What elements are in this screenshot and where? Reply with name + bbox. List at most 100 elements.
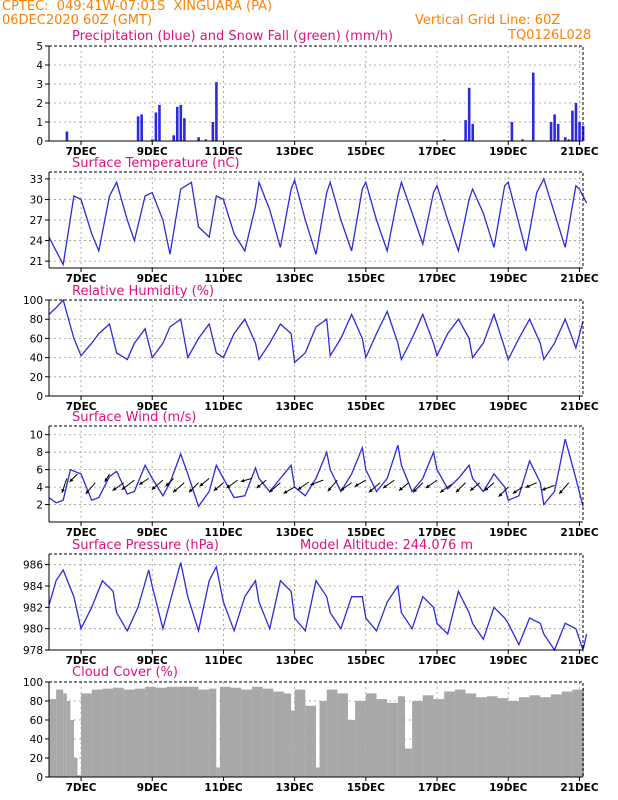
x-tick-label: 17DEC (418, 146, 457, 158)
x-tick-label: 9DEC (137, 527, 168, 539)
y-tick-label: 980 (23, 624, 43, 636)
wind-arrow-head (69, 478, 74, 482)
wind-arrow-head (368, 488, 373, 493)
y-tick-label: 60 (30, 715, 43, 727)
cloud-cover-bar (454, 689, 466, 777)
panel-0: 0 1 2 3 4 5 7DEC 9DEC 11DEC 13DEC 15DEC 17DEC 19DEC 2… (36, 41, 599, 158)
y-tick-label: 3 (36, 79, 43, 91)
wind-arrow-head (240, 478, 245, 483)
y-tick-label: 0 (36, 772, 43, 784)
x-tick-label: 11DEC (204, 782, 243, 794)
cloud-cover-bar (412, 701, 423, 777)
cloud-cover-bar (49, 699, 57, 777)
precip-bar (136, 116, 140, 141)
cloud-title: Cloud Cover (%) (72, 665, 178, 680)
x-tick-label: 21DEC (560, 401, 599, 413)
cloud-cover-bar (56, 689, 64, 777)
precip-bar (140, 114, 143, 141)
cloud-cover-bar (316, 767, 320, 777)
x-tick-label: 7DEC (66, 273, 97, 285)
cloud-cover-bar (433, 699, 445, 777)
wind-arrow-head (199, 482, 204, 487)
y-tick-label: 2 (36, 500, 43, 512)
header-line1: CPTEC: 049:41W-07:01S XINGUARA (PA) (2, 0, 273, 14)
x-tick-label: 21DEC (560, 146, 599, 158)
x-tick-label: 15DEC (347, 146, 386, 158)
cloud-cover-bar (187, 686, 199, 777)
wind-arrow-head (383, 484, 388, 489)
x-tick-label: 13DEC (276, 527, 315, 539)
y-tick-label: 4 (36, 60, 43, 72)
precip-bar (531, 72, 535, 141)
snow-bar (442, 139, 446, 141)
x-tick-label: 19DEC (489, 273, 528, 285)
panel-3: 2 4 6 8 10 7DEC 9DEC 11DEC 13DEC 15DEC 17DEC 19DEC 2… (30, 425, 599, 539)
wind-arrow-head (151, 486, 156, 490)
x-tick-label: 17DEC (418, 401, 457, 413)
x-tick-label: 17DEC (418, 782, 457, 794)
y-tick-label: 80 (30, 314, 43, 326)
precip-bar (553, 114, 556, 141)
y-tick-label: 21 (30, 256, 43, 268)
series-line (48, 177, 588, 267)
wind-title: Surface Wind (m/s) (72, 410, 197, 425)
cloud-cover-bar (102, 688, 114, 777)
cloud-cover-bar (486, 696, 498, 777)
wind-arrow-head (256, 484, 261, 489)
cloud-cover-bar (166, 686, 178, 777)
header-code: TQ0126L028 (508, 28, 592, 43)
x-tick-label: 13DEC (276, 401, 315, 413)
cloud-cover-bar (376, 699, 388, 777)
y-tick-label: 80 (30, 696, 43, 708)
wind-arrow-head (165, 482, 170, 487)
x-tick-label: 13DEC (276, 273, 315, 285)
x-tick-label: 11DEC (204, 401, 243, 413)
x-tick-label: 19DEC (489, 146, 528, 158)
y-tick-label: 0 (36, 391, 43, 403)
precip-bar (158, 104, 161, 141)
cloud-cover-bar (550, 694, 562, 777)
wind-arrow-head (61, 488, 65, 493)
precip-bar (564, 137, 567, 141)
cloud-cover-bar (70, 720, 74, 777)
cloud-cover-bar (262, 688, 274, 777)
cloud-cover-bar (319, 701, 327, 777)
header-date: 06DEC2020 60Z (GMT) (2, 13, 153, 28)
y-tick-label: 40 (30, 734, 43, 746)
wind-arrow-head (226, 484, 231, 489)
snow-bar (521, 139, 524, 141)
y-tick-label: 24 (30, 236, 44, 248)
y-tick-label: 978 (23, 645, 43, 657)
wind-arrow-head (470, 487, 475, 491)
panel-1: 21 24 27 30 33 7DEC 9DEC 11DEC 13DEC 15DEC 17DEC 19… (30, 171, 599, 285)
x-tick-label: 15DEC (347, 655, 386, 667)
wind-arrow-head (398, 487, 403, 491)
cloud-cover-bar (177, 686, 188, 777)
cloud-cover-bar (497, 698, 509, 777)
wind-arrow-head (413, 488, 418, 493)
wind-arrow-head (354, 483, 359, 487)
cloud-cover-bar (365, 693, 377, 777)
humidity-title: Relative Humidity (%) (72, 284, 215, 299)
cloud-cover-bar (283, 693, 292, 777)
precip-bar (571, 110, 574, 141)
x-tick-label: 15DEC (347, 273, 386, 285)
x-tick-label: 7DEC (66, 782, 97, 794)
cloud-cover-bar (572, 689, 583, 777)
cloud-cover-bar (405, 748, 413, 777)
panel-4: 978 980 982 984 986 7DEC 9DEC 11DEC 13DEC 15DEC 17… (23, 553, 599, 667)
precip-bar (183, 118, 186, 141)
y-tick-label: 40 (30, 353, 43, 365)
cloud-cover-bar (337, 693, 349, 777)
x-tick-label: 7DEC (66, 655, 97, 667)
wind-arrow-head (455, 488, 460, 493)
x-tick-label: 7DEC (66, 527, 97, 539)
x-tick-label: 15DEC (347, 782, 386, 794)
y-tick-label: 10 (30, 430, 43, 442)
x-tick-label: 19DEC (489, 527, 528, 539)
x-tick-label: 11DEC (204, 655, 243, 667)
precip-bar (578, 122, 581, 141)
cloud-cover-bar (63, 693, 67, 777)
cloud-cover-bar (348, 720, 356, 777)
